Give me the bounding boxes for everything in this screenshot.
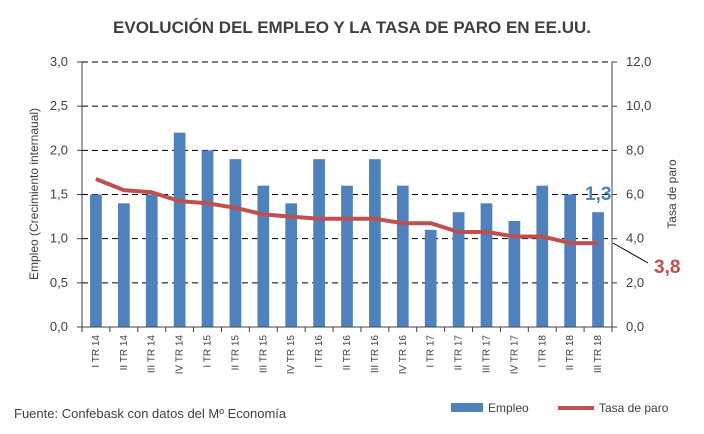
y-axis-right: 0,0 2,0 4,0 6,0 8,0 10,0 12,0 xyxy=(611,54,651,334)
bar-empleo xyxy=(313,159,325,327)
x-tick-label: II TR 14 xyxy=(119,335,130,371)
bar-empleo xyxy=(90,194,102,327)
x-tick-label: II TR 17 xyxy=(454,335,465,371)
bar-empleo xyxy=(117,203,130,327)
x-axis: I TR 14 II TR 14 III TR 14 IV TR 14 I TR 15 I… xyxy=(81,326,613,375)
y-axis-left-title: Empleo (Crecimiento internaual) xyxy=(27,108,41,280)
chart-title: EVOLUCIÓN DEL EMPLEO Y LA TASA DE PARO E… xyxy=(113,18,591,37)
y-left-tick-label: 1,5 xyxy=(50,187,68,202)
legend-label-tasa-de-paro: Tasa de paro xyxy=(599,401,669,415)
x-tick-label: I TR 15 xyxy=(203,335,214,368)
x-tick-label: III TR 18 xyxy=(593,335,604,374)
x-tick-label: I TR 17 xyxy=(426,335,437,368)
legend-swatch-empleo xyxy=(451,403,483,412)
bar-empleo xyxy=(145,194,158,327)
x-tick-label: I TR 14 xyxy=(91,335,102,368)
x-tick-label: IV TR 16 xyxy=(398,335,409,375)
x-tick-label: IV TR 14 xyxy=(175,335,186,375)
source-note: Fuente: Confebask con datos del Mº Econo… xyxy=(14,406,287,421)
x-tick-label: II TR 15 xyxy=(230,335,241,371)
y-right-tick-label: 8,0 xyxy=(626,142,644,157)
y-left-tick-label: 2,5 xyxy=(50,98,68,113)
annotation-paro-last: 3,8 xyxy=(654,257,680,278)
bar-empleo xyxy=(480,203,493,327)
bar-empleo xyxy=(592,212,604,327)
y-right-tick-label: 12,0 xyxy=(626,54,651,69)
y-axis-left: 0,0 0,5 1,0 1,5 2,0 2,5 3,0 xyxy=(50,54,83,334)
legend: Empleo Tasa de paro xyxy=(451,401,669,415)
bar-empleo xyxy=(424,229,437,327)
y-left-tick-label: 0,0 xyxy=(50,319,68,334)
annotation-empleo-last: 1,3 xyxy=(585,184,611,205)
line-series-tasa-de-paro xyxy=(95,177,599,246)
x-tick-label: II TR 16 xyxy=(342,335,353,371)
y-left-tick-label: 2,0 xyxy=(50,142,68,157)
x-tick-label: III TR 16 xyxy=(370,335,381,374)
x-tick-label: III TR 17 xyxy=(482,335,493,374)
x-tick-label: II TR 18 xyxy=(565,335,576,371)
line-tasa-de-paro xyxy=(95,177,599,246)
y-right-tick-label: 6,0 xyxy=(626,187,644,202)
bar-empleo xyxy=(229,159,242,327)
y-axis-right-title: Tasa de paro xyxy=(665,159,679,229)
bar-empleo xyxy=(396,185,409,327)
y-right-tick-label: 4,0 xyxy=(626,231,644,246)
x-tick-label: I TR 16 xyxy=(314,335,325,368)
y-left-tick-label: 1,0 xyxy=(50,231,68,246)
bar-empleo xyxy=(285,203,298,327)
bar-empleo xyxy=(369,159,381,327)
bar-empleo xyxy=(536,185,549,327)
bar-empleo xyxy=(341,185,353,327)
y-left-tick-label: 0,5 xyxy=(50,275,68,290)
bar-series-empleo xyxy=(90,132,604,327)
bar-empleo xyxy=(173,132,186,327)
x-tick-label: IV TR 17 xyxy=(509,335,520,375)
bar-empleo xyxy=(257,185,270,327)
bar-empleo xyxy=(452,212,465,327)
bar-empleo xyxy=(508,221,521,327)
x-tick-label: I TR 18 xyxy=(537,335,548,368)
y-right-tick-label: 10,0 xyxy=(626,98,651,113)
y-left-tick-label: 3,0 xyxy=(50,54,68,69)
x-tick-label: III TR 14 xyxy=(147,335,158,374)
x-tick-label: III TR 15 xyxy=(258,335,269,374)
y-right-tick-label: 0,0 xyxy=(626,319,644,334)
bar-empleo xyxy=(564,194,577,327)
bar-empleo xyxy=(201,150,214,327)
annotation-leader-line xyxy=(612,242,649,264)
legend-label-empleo: Empleo xyxy=(488,401,529,415)
x-tick-label: IV TR 15 xyxy=(286,335,297,375)
y-right-tick-label: 2,0 xyxy=(626,275,644,290)
